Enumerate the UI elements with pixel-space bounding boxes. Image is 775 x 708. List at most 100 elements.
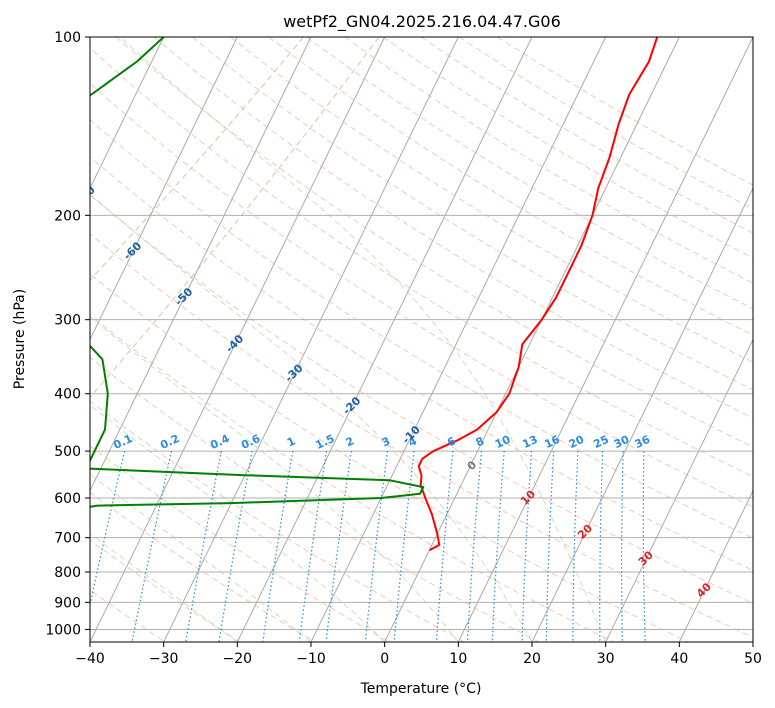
isotherm-line <box>531 187 753 642</box>
y-tick-label: 700 <box>54 531 81 547</box>
x-tick-label: 10 <box>449 651 467 667</box>
isotherm-value-label: -40 <box>223 332 246 355</box>
mixing-ratio-label: 13 <box>520 433 539 451</box>
mixing-ratio-line <box>545 451 555 642</box>
mixing-ratio-label: 0.2 <box>158 432 181 452</box>
mixing-ratio-line <box>642 451 646 642</box>
isotherm-line <box>457 37 753 642</box>
dry-adiabat-line <box>90 47 753 478</box>
mixing-ratio-line <box>218 450 253 642</box>
x-tick-label: −40 <box>75 651 105 667</box>
mixing-ratio-line <box>131 450 172 642</box>
moist-adiabat-line <box>90 193 533 642</box>
mixing-ratio-label: 30 <box>612 433 632 451</box>
moist-adiabat-line <box>90 473 312 642</box>
y-tick-label: 1000 <box>45 622 81 638</box>
dry-adiabat-line <box>90 539 241 642</box>
mixing-ratio-label: 0.1 <box>111 432 134 452</box>
y-tick-label: 800 <box>54 565 81 581</box>
y-tick-label: 100 <box>54 30 81 46</box>
y-tick-label: 600 <box>54 491 81 507</box>
mixing-ratio-label: 25 <box>591 433 610 451</box>
chart-title: wetPf2_GN04.2025.216.04.47.G06 <box>283 12 561 32</box>
mixing-ratio-line <box>599 451 604 642</box>
dry-adiabat-line <box>420 37 753 234</box>
mixing-ratio-line <box>393 451 415 642</box>
mixing-ratio-label: 16 <box>543 433 563 451</box>
mixing-ratio-line <box>262 451 294 642</box>
mixing-ratio-line <box>435 451 454 642</box>
x-tick-label: 20 <box>523 651 541 667</box>
mixing-ratio-label: 0.4 <box>208 432 231 452</box>
surface-isotherm-label: 10 <box>518 487 538 507</box>
isotherm-value-label: -20 <box>340 394 363 417</box>
mixing-ratio-label: 1.5 <box>313 432 336 452</box>
isotherm-line <box>90 37 312 492</box>
mixing-ratio-label: 10 <box>493 433 513 451</box>
y-tick-label: 500 <box>54 444 81 460</box>
mixing-ratio-line <box>572 451 579 642</box>
x-tick-label: 40 <box>670 651 688 667</box>
isotherm-value-label: 0 <box>465 458 480 473</box>
isotherm-value-label: -70 <box>75 183 98 206</box>
mixing-ratio-label: 0.6 <box>239 432 262 452</box>
y-axis-label: Pressure (hPa) <box>12 289 28 389</box>
plot-labels: 0.10.20.40.611.52346810131620253036-100-… <box>19 146 714 600</box>
moist-adiabat-line <box>119 37 607 642</box>
x-axis: −40 −30 −20 −10 0 10 20 30 40 50 <box>75 642 762 667</box>
isotherm-value-label: -80 <box>19 146 42 169</box>
dry-adiabat-line <box>497 37 753 186</box>
dry-adiabat-line <box>115 37 753 448</box>
dry-adiabat-line <box>268 37 753 336</box>
mixing-ratio-label: 36 <box>633 433 653 451</box>
mixing-ratio-line <box>185 450 222 642</box>
mixing-ratio-label: 20 <box>567 433 587 451</box>
dry-adiabat-line <box>459 37 753 210</box>
surface-isotherm-label: 30 <box>636 548 656 568</box>
isotherm-line <box>605 338 753 642</box>
plot-frame <box>89 36 754 643</box>
mixing-ratio-label: 1 <box>285 434 297 449</box>
mixing-ratio-line <box>90 450 126 608</box>
mixing-ratio-line <box>521 451 533 642</box>
dry-adiabat-line <box>90 314 614 642</box>
dry-adiabat-line <box>90 156 753 571</box>
isotherm-line <box>678 489 753 642</box>
dry-adiabat-line <box>90 82 753 508</box>
isotherm-line <box>752 640 753 642</box>
y-axis: 100 200 300 400 500 600 700 800 900 1000 <box>45 30 90 638</box>
moist-adiabat-line <box>90 404 386 642</box>
mixing-ratio-line <box>298 451 328 642</box>
y-tick-label: 300 <box>54 313 81 329</box>
dry-adiabat-line <box>153 37 753 419</box>
dry-adiabat-line <box>90 119 753 539</box>
dry-adiabat-line <box>90 273 689 642</box>
isotherm-line <box>90 37 386 642</box>
y-tick-label: 400 <box>54 387 81 403</box>
x-tick-label: −10 <box>296 651 326 667</box>
surface-isotherm-label: 40 <box>694 580 714 600</box>
isotherm-line <box>90 37 165 190</box>
y-tick-label: 200 <box>54 208 81 224</box>
mixing-ratio-line <box>325 451 352 642</box>
isotherm-line <box>310 37 607 642</box>
moist-adiabat-line <box>90 316 459 642</box>
dewpoint-profile-line <box>90 37 425 508</box>
reference-curve-line <box>90 37 380 399</box>
x-axis-label: Temperature (°C) <box>360 681 482 697</box>
reference-curve-line <box>90 37 304 281</box>
isotherm-line <box>90 37 238 341</box>
temperature-profile-line <box>417 37 659 552</box>
x-tick-label: 30 <box>597 651 615 667</box>
mixing-ratio-line <box>466 451 483 642</box>
mixing-ratio-line <box>364 451 389 642</box>
dry-adiabat-line <box>344 37 753 284</box>
dry-adiabat-line <box>382 37 753 259</box>
moist-adiabat-line <box>90 532 238 642</box>
mixing-ratio-label: 2 <box>344 434 356 449</box>
isotherm-value-label: -30 <box>282 361 305 384</box>
y-tick-label: 900 <box>54 595 81 611</box>
isotherm-value-label: -50 <box>172 285 195 308</box>
x-tick-label: −30 <box>149 651 179 667</box>
